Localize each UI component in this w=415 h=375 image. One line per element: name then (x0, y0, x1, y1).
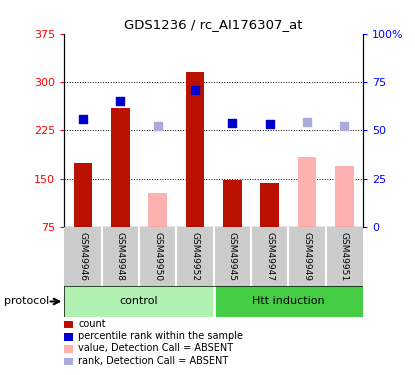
Text: percentile rank within the sample: percentile rank within the sample (78, 331, 244, 341)
Bar (261, 183, 279, 227)
Point (117, 98, 124, 104)
Text: GSM49952: GSM49952 (190, 232, 200, 281)
Bar (335, 166, 354, 227)
Point (154, 123, 161, 129)
Text: GSM49946: GSM49946 (78, 232, 88, 281)
Point (80, 116, 86, 122)
Point (341, 123, 348, 129)
Bar (149, 193, 167, 227)
Text: GSM49945: GSM49945 (228, 232, 237, 281)
Point (229, 120, 236, 126)
Bar (223, 180, 242, 227)
Bar (74, 162, 93, 227)
Point (266, 121, 273, 127)
Point (192, 87, 198, 93)
Text: value, Detection Call = ABSENT: value, Detection Call = ABSENT (78, 344, 234, 353)
Text: count: count (78, 319, 106, 328)
Bar (186, 72, 205, 227)
Bar (298, 158, 317, 227)
Bar (64, 286, 214, 317)
Text: rank, Detection Call = ABSENT: rank, Detection Call = ABSENT (78, 356, 229, 366)
Text: protocol: protocol (4, 297, 49, 306)
Text: GSM49947: GSM49947 (265, 232, 274, 281)
Text: Htt induction: Htt induction (252, 297, 325, 306)
Text: GSM49950: GSM49950 (153, 232, 162, 281)
Text: GSM49948: GSM49948 (116, 232, 125, 281)
Title: GDS1236 / rc_AI176307_at: GDS1236 / rc_AI176307_at (124, 18, 303, 31)
Text: GSM49949: GSM49949 (303, 232, 312, 281)
Point (304, 119, 310, 125)
Bar (214, 286, 363, 317)
Text: GSM49951: GSM49951 (340, 232, 349, 281)
Bar (111, 108, 130, 227)
Text: control: control (120, 297, 159, 306)
